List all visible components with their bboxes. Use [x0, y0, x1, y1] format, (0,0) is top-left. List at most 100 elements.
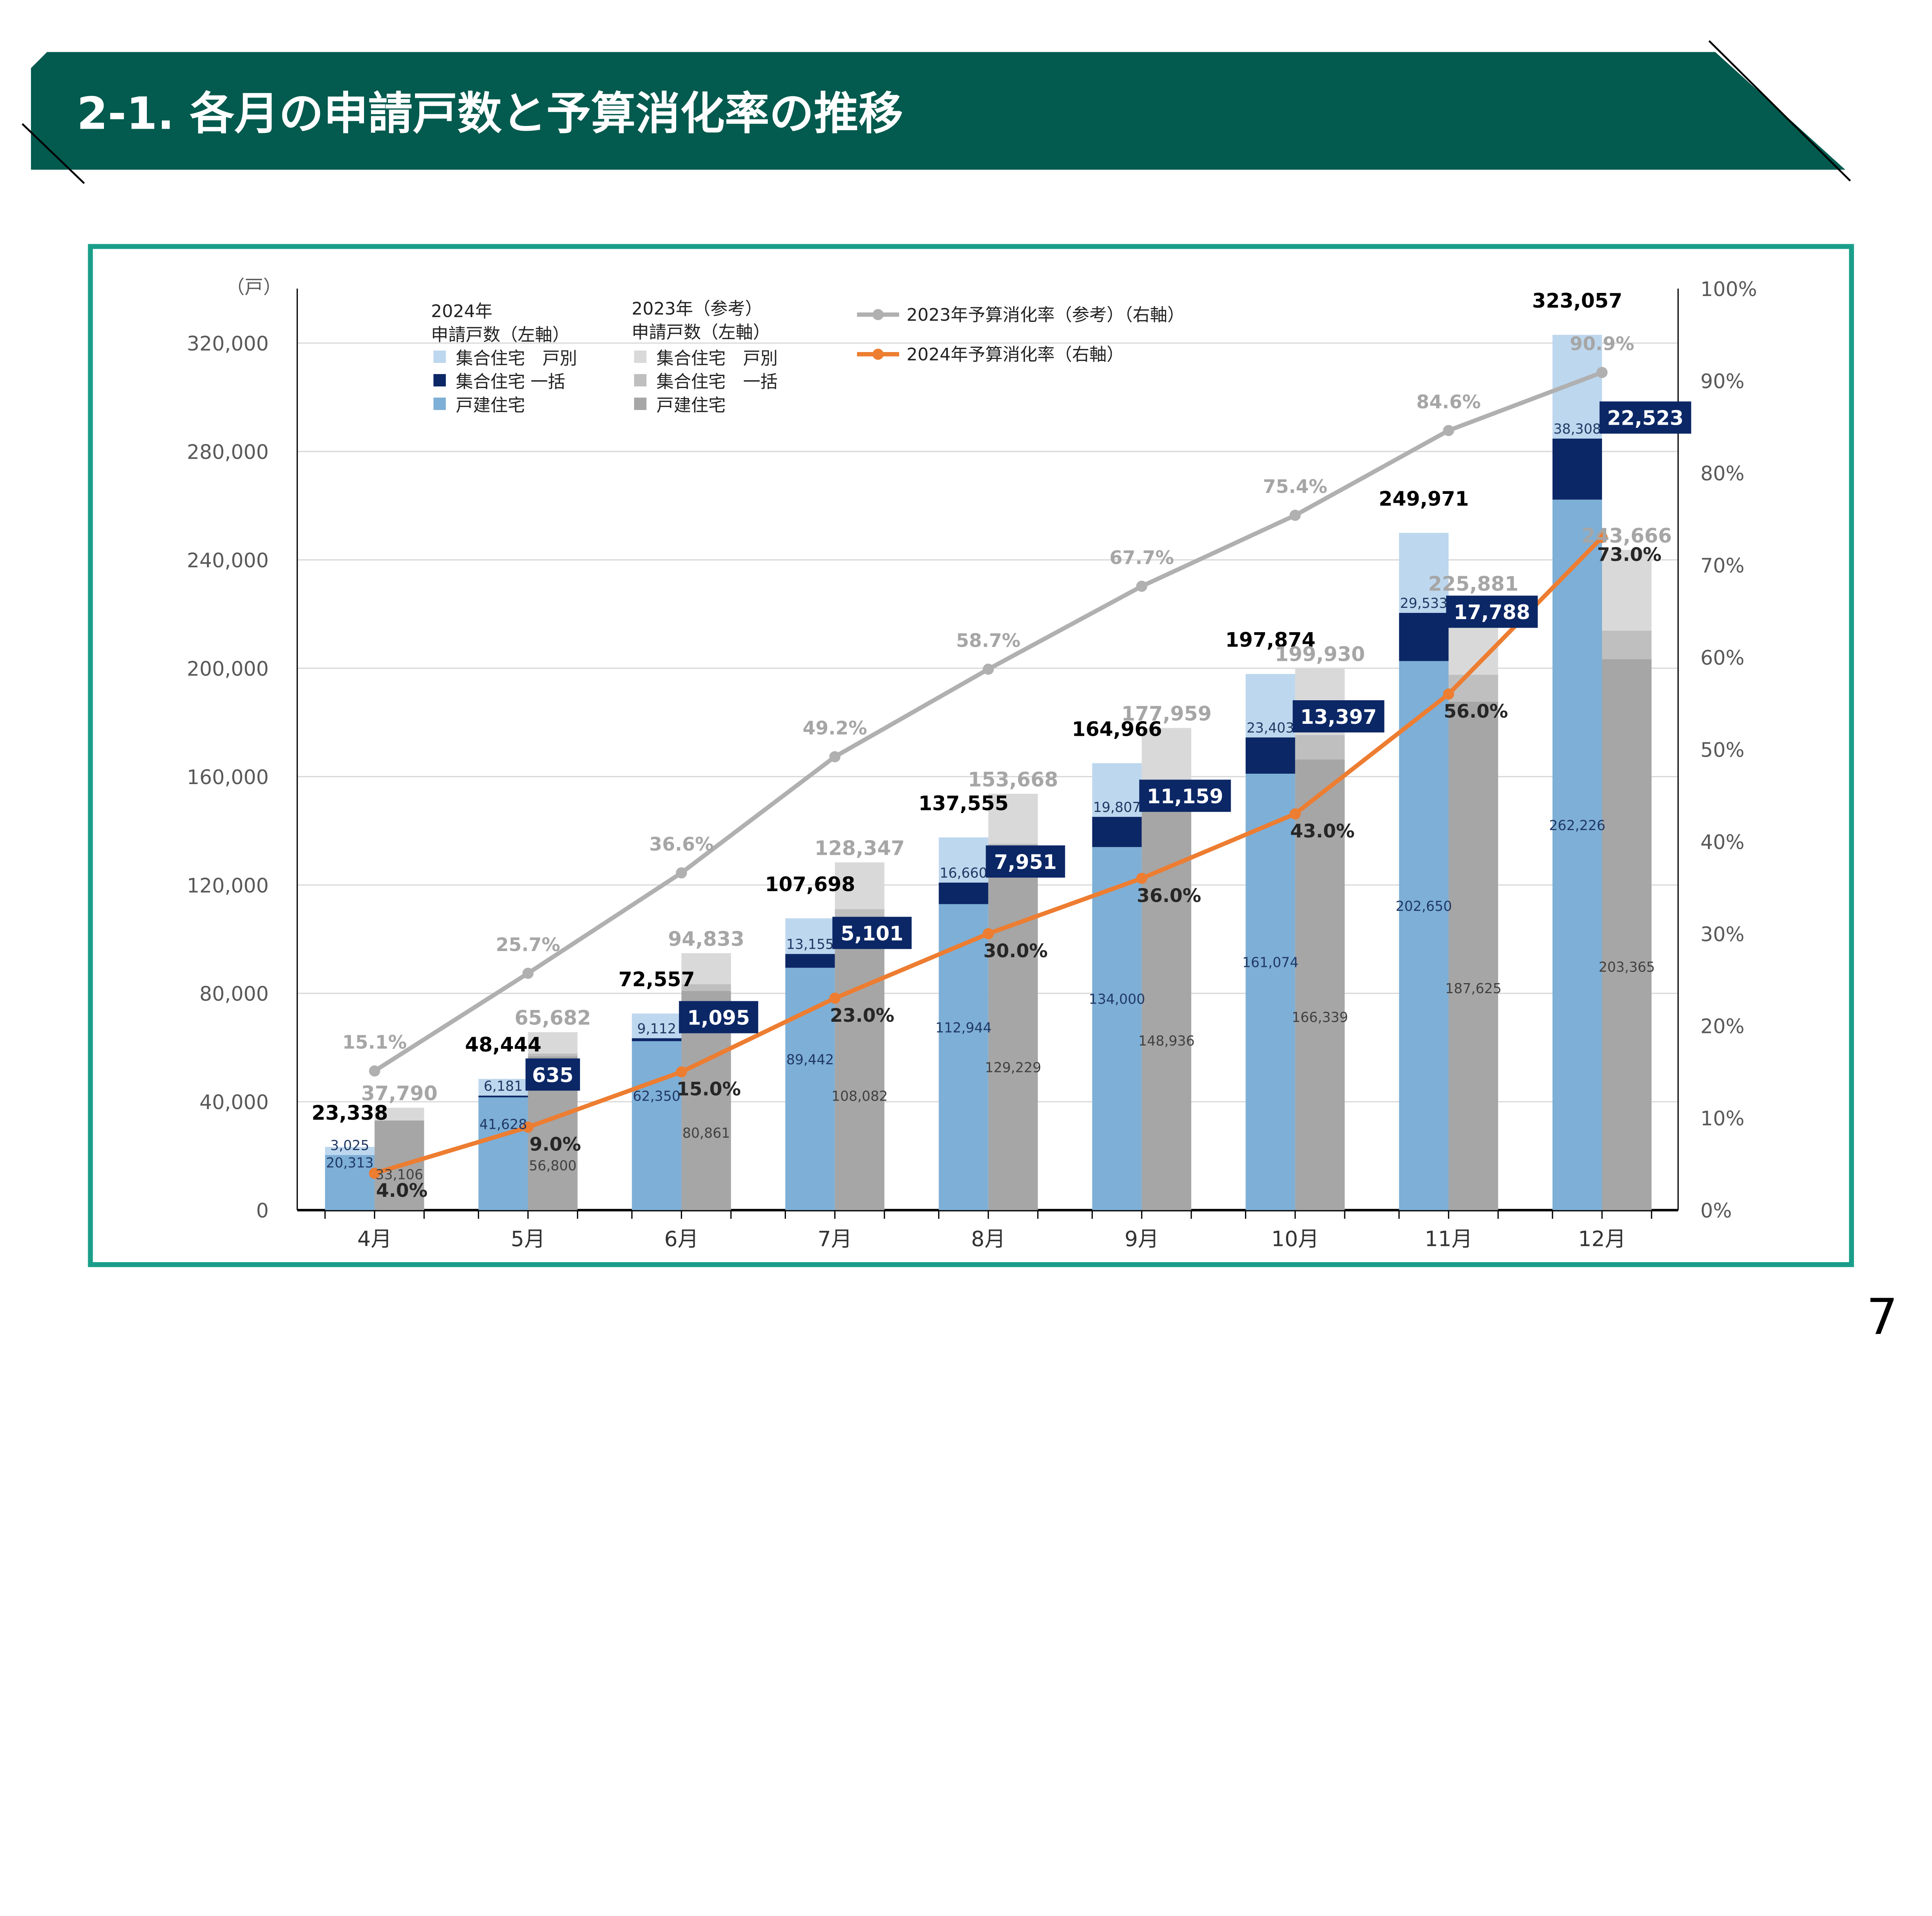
bar-2024-kodate: [1552, 499, 1602, 1210]
y2-tick-label: 20%: [1701, 1015, 1745, 1038]
bar-2024-ikkatsu: [939, 882, 988, 904]
bar-2024-kobetsu: [325, 1147, 375, 1155]
y2-tick-label: 0%: [1701, 1200, 1732, 1223]
label-rate-2024: 30.0%: [983, 940, 1048, 962]
label-2023-kodate: 108,082: [832, 1089, 888, 1104]
legend-label-rate-2024: 2024年予算消化率（右軸）: [906, 344, 1124, 365]
label-2024-total: 323,057: [1532, 289, 1622, 313]
x-tick-label: 4月: [357, 1226, 392, 1251]
legend-swatch-2023-kodate: [634, 397, 647, 410]
label-2024-ikkatsu: 17,788: [1454, 601, 1530, 624]
bar-2024-kobetsu: [1245, 674, 1295, 738]
rate-2024-marker: [1443, 688, 1454, 700]
bar-2024-ikkatsu: [1552, 438, 1602, 500]
header-diagonal-left: [22, 123, 85, 184]
rate-2023-marker: [1596, 367, 1608, 378]
bar-2023-kodate: [1295, 759, 1345, 1210]
bar-2023-kobetsu: [1602, 550, 1652, 631]
label-2024-ikkatsu: 22,523: [1607, 407, 1684, 430]
label-box-2024-ikkatsu: [1599, 401, 1691, 434]
legend-2024-title: 2024年: [431, 301, 492, 322]
bar-2023-kodate: [835, 917, 884, 1210]
label-2024-total: 72,557: [619, 968, 695, 991]
label-box-2024-ikkatsu: [986, 845, 1065, 878]
bar-2023-kodate: [988, 860, 1038, 1210]
bar-2023-kodate: [1448, 701, 1498, 1210]
bar-2024-kobetsu: [1399, 533, 1449, 613]
legend-marker-rate-2023: [872, 309, 884, 320]
label-2023-total: 199,930: [1275, 643, 1365, 666]
label-2023-kodate: 80,861: [682, 1125, 730, 1141]
label-rate-2023: 36.6%: [649, 834, 714, 855]
y2-tick-label: 10%: [1701, 1107, 1745, 1130]
y-tick-label: 280,000: [187, 441, 269, 464]
label-2024-ikkatsu: 11,159: [1147, 785, 1223, 808]
label-rate-2023: 75.4%: [1263, 476, 1327, 498]
legend-swatch-2024-ikkatsu: [433, 374, 446, 386]
label-2024-kobetsu: 23,403: [1247, 720, 1294, 736]
bar-2024-ikkatsu: [1245, 737, 1295, 774]
x-tick-label: 8月: [971, 1226, 1005, 1251]
bar-2024-ikkatsu: [478, 1096, 528, 1098]
label-2023-kodate: 166,339: [1292, 1009, 1348, 1025]
label-2024-ikkatsu: 7,951: [994, 851, 1057, 874]
bar-2024-ikkatsu: [785, 954, 835, 968]
y2-tick-label: 80%: [1701, 462, 1745, 485]
label-2023-kodate: 187,625: [1445, 981, 1502, 997]
label-rate-2023: 15.1%: [342, 1032, 407, 1053]
label-rate-2024: 36.0%: [1137, 885, 1201, 907]
label-2023-total: 37,790: [361, 1082, 438, 1105]
bar-2024-kodate: [939, 904, 988, 1210]
rate-2023-marker: [676, 867, 687, 879]
rate-2024-marker: [983, 928, 994, 939]
label-box-2024-ikkatsu: [1293, 700, 1384, 733]
label-rate-2024: 15.0%: [677, 1079, 741, 1100]
label-2023-total: 65,682: [515, 1007, 591, 1030]
bar-2024-kobetsu: [939, 837, 988, 883]
rate-2023-marker: [369, 1065, 380, 1077]
label-box-2024-ikkatsu: [832, 917, 912, 949]
bar-2024-kodate: [478, 1097, 528, 1210]
rate-2024-marker: [1289, 808, 1301, 820]
bar-2024-kodate: [1092, 847, 1142, 1210]
bar-2023-kobetsu: [1141, 728, 1191, 786]
label-2024-kodate: 62,350: [633, 1089, 680, 1104]
bar-2024-kobetsu: [1092, 763, 1142, 817]
bar-2023-kobetsu: [374, 1108, 424, 1121]
chart-frame: [88, 244, 1854, 1267]
y-tick-label: 240,000: [187, 549, 269, 572]
legend-marker-rate-2024: [872, 349, 884, 360]
label-2024-total: 197,874: [1225, 629, 1316, 652]
bar-2024-kodate: [1399, 661, 1449, 1210]
label-rate-2023: 67.7%: [1109, 547, 1174, 568]
label-2024-kobetsu: 38,308: [1553, 421, 1601, 437]
label-2023-total: 94,833: [668, 927, 745, 951]
x-tick-label: 7月: [818, 1226, 852, 1251]
y-unit-label: （戸）: [226, 277, 282, 298]
rate-2023-marker: [1443, 425, 1454, 436]
bar-2023-kobetsu: [528, 1032, 578, 1054]
legend-label-2023-kodate: 戸建住宅: [656, 395, 726, 415]
label-2023-kodate: 56,800: [529, 1158, 577, 1174]
legend-swatch-2023-kobetsu: [634, 351, 647, 363]
page-number: 7: [1866, 1288, 1898, 1346]
y2-tick-label: 50%: [1701, 738, 1745, 762]
label-2024-kodate: 202,650: [1396, 898, 1452, 914]
header-background: [31, 52, 1845, 170]
label-2023-total: 153,668: [968, 768, 1058, 791]
bar-2023-ikkatsu: [835, 909, 884, 917]
y-tick-label: 200,000: [187, 657, 269, 681]
bar-2023-ikkatsu: [1295, 735, 1345, 760]
x-tick-label: 10月: [1271, 1226, 1319, 1251]
bar-2024-kodate: [325, 1155, 375, 1210]
label-box-2024-ikkatsu: [679, 1001, 759, 1033]
x-tick-label: 9月: [1124, 1226, 1159, 1251]
legend-2023-title: 申請戸数（左軸）: [632, 322, 770, 342]
label-rate-2024: 56.0%: [1444, 701, 1508, 722]
rate-2023-marker: [1289, 509, 1301, 521]
label-2024-kobetsu: 3,025: [330, 1138, 369, 1154]
label-rate-2023: 58.7%: [956, 630, 1020, 652]
bar-2023-kobetsu: [681, 953, 731, 984]
label-2024-kodate: 161,074: [1242, 955, 1299, 971]
bar-2024-ikkatsu: [632, 1038, 682, 1041]
